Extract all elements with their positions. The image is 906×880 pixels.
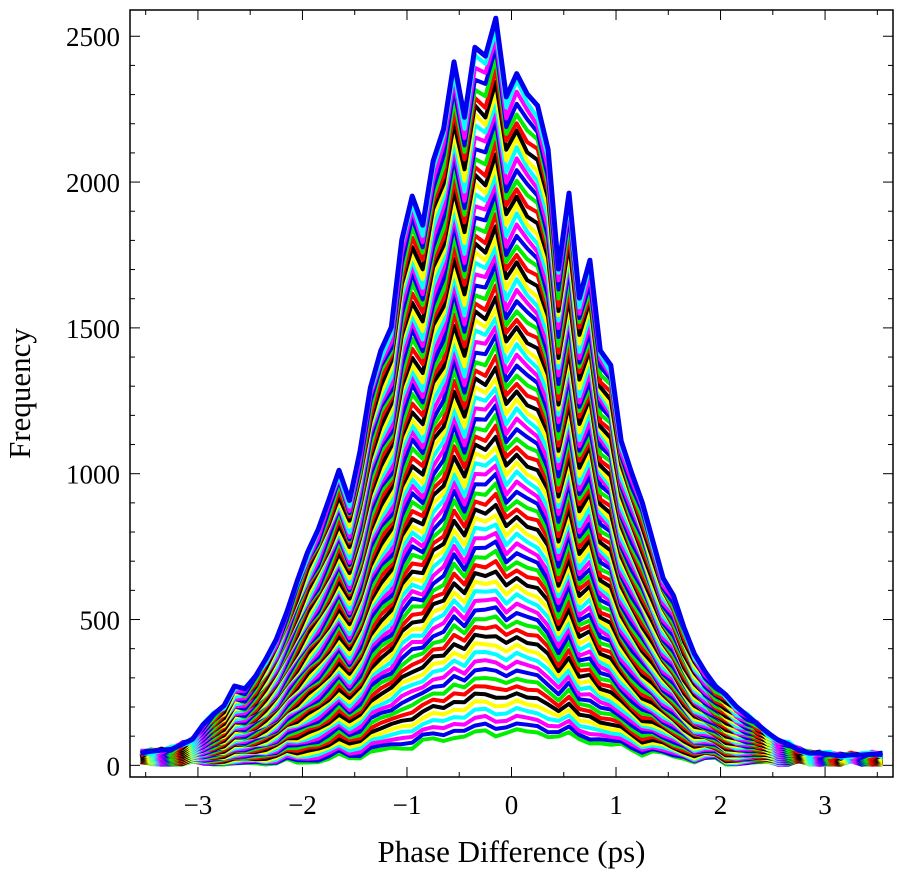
y-axis-title: Frequency — [2, 328, 37, 459]
tick-labels-layer: −3 −2 −1 0 1 2 3 0 500 1000 1500 2000 2500 — [66, 22, 832, 820]
y-tick-label: 0 — [107, 751, 121, 781]
x-tick-label: 0 — [505, 790, 519, 820]
y-tick-label: 1000 — [66, 460, 120, 490]
x-axis-title: Phase Difference (ps) — [378, 834, 646, 869]
y-tick-label: 1500 — [66, 314, 120, 344]
series-layer — [139, 15, 884, 767]
x-tick-label: −1 — [393, 790, 422, 820]
x-tick-label: −2 — [288, 790, 317, 820]
x-tick-label: 1 — [609, 790, 623, 820]
x-tick-label: 2 — [714, 790, 728, 820]
y-tick-label: 2500 — [66, 22, 120, 52]
x-tick-label: 3 — [818, 790, 832, 820]
x-tick-label: −3 — [184, 790, 213, 820]
y-tick-label: 2000 — [66, 168, 120, 198]
ticks-layer — [130, 10, 893, 777]
series-outer-line — [140, 15, 883, 759]
y-tick-label: 500 — [80, 606, 121, 636]
series-line — [140, 45, 883, 760]
